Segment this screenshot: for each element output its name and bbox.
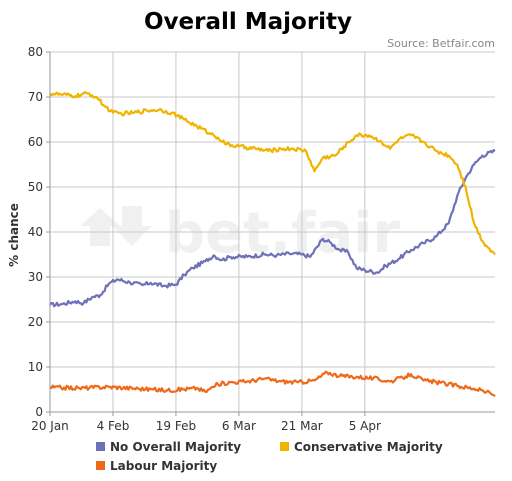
y-tick-label: 50 bbox=[28, 180, 43, 194]
y-axis-label: % chance bbox=[7, 203, 21, 267]
y-axis-ticks: 0 10 20 30 40 50 60 70 80 bbox=[28, 45, 50, 419]
y-tick-label: 70 bbox=[28, 90, 43, 104]
series-line-conservative-majority bbox=[49, 91, 496, 256]
series-line-no-overall-majority bbox=[49, 149, 496, 308]
y-tick-label: 30 bbox=[28, 270, 43, 284]
legend-swatch bbox=[96, 461, 105, 470]
y-tick-label: 0 bbox=[35, 405, 43, 419]
legend-item-no-overall-majority: No Overall Majority bbox=[96, 440, 241, 454]
watermark: bet.fair bbox=[80, 201, 400, 266]
legend: No Overall Majority Conservative Majority… bbox=[96, 440, 443, 473]
y-tick-label: 60 bbox=[28, 135, 43, 149]
legend-label: No Overall Majority bbox=[110, 440, 241, 454]
x-tick-label: 6 Mar bbox=[222, 419, 256, 433]
x-axis-ticks: 20 Jan 4 Feb 19 Feb 6 Mar 21 Mar 5 Apr bbox=[31, 412, 381, 433]
series-lines bbox=[49, 91, 496, 398]
series-line-labour-majority bbox=[49, 370, 496, 398]
x-tick-label: 20 Jan bbox=[31, 419, 69, 433]
y-tick-label: 10 bbox=[28, 360, 43, 374]
x-tick-label: 5 Apr bbox=[349, 419, 381, 433]
legend-label: Conservative Majority bbox=[294, 440, 443, 454]
legend-swatch bbox=[280, 442, 289, 451]
legend-label: Labour Majority bbox=[110, 459, 217, 473]
legend-item-conservative-majority: Conservative Majority bbox=[280, 440, 443, 454]
x-tick-label: 19 Feb bbox=[156, 419, 196, 433]
watermark-text: bet.fair bbox=[165, 201, 400, 266]
watermark-arrows-icon bbox=[80, 206, 152, 246]
y-tick-label: 80 bbox=[28, 45, 43, 59]
x-tick-label: 4 Feb bbox=[97, 419, 130, 433]
chart-source: Source: Betfair.com bbox=[387, 37, 495, 50]
y-tick-label: 20 bbox=[28, 315, 43, 329]
y-tick-label: 40 bbox=[28, 225, 43, 239]
legend-swatch bbox=[96, 442, 105, 451]
x-tick-label: 21 Mar bbox=[281, 419, 323, 433]
legend-item-labour-majority: Labour Majority bbox=[96, 459, 217, 473]
chart-title: Overall Majority bbox=[144, 9, 352, 35]
